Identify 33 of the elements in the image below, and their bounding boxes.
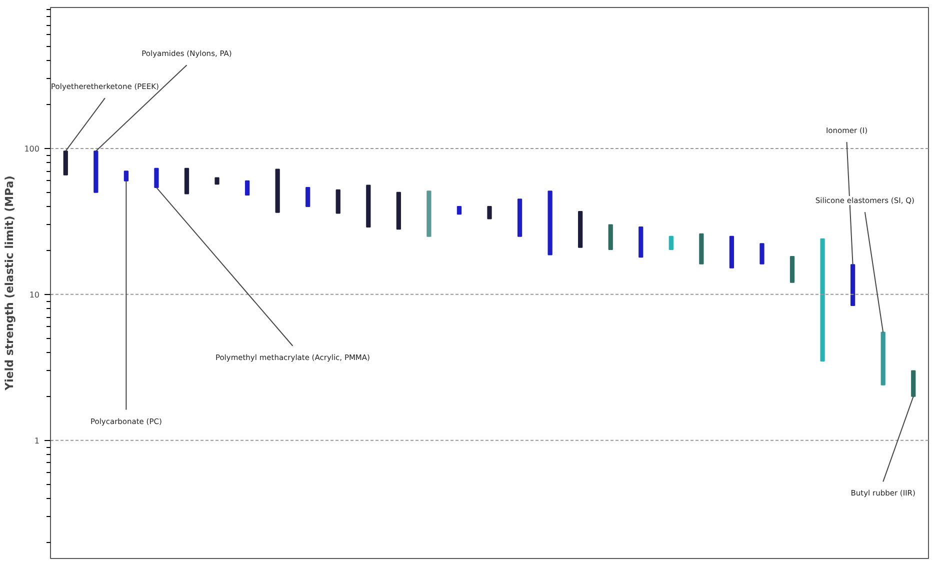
bar [487, 206, 492, 220]
y-tick-label: 10 [29, 290, 40, 300]
bar [517, 198, 522, 237]
y-tick-label: 100 [24, 144, 40, 154]
bar [880, 332, 886, 386]
bar [578, 211, 583, 248]
bar [124, 170, 129, 182]
bar [760, 243, 764, 264]
bar [668, 236, 674, 250]
bar [275, 168, 280, 213]
bar [94, 150, 98, 193]
bar [820, 238, 825, 362]
bar [608, 224, 613, 250]
y-tick-label: 1 [34, 436, 40, 446]
y-axis-title: Yield strength (elastic limit) (MPa) [3, 176, 16, 392]
bar [184, 168, 190, 194]
bar [244, 180, 250, 196]
bar [638, 226, 644, 258]
bar [911, 370, 916, 397]
bar [850, 264, 856, 306]
bar [396, 192, 401, 230]
bar [699, 233, 704, 264]
bar [548, 190, 552, 256]
bar [336, 189, 340, 214]
bar [366, 184, 371, 228]
bar [63, 150, 68, 176]
bar [790, 256, 795, 283]
bar [729, 236, 734, 268]
bar [154, 168, 159, 188]
bar [456, 206, 462, 215]
bar [306, 187, 310, 208]
bar [214, 177, 220, 185]
bar [426, 190, 432, 237]
